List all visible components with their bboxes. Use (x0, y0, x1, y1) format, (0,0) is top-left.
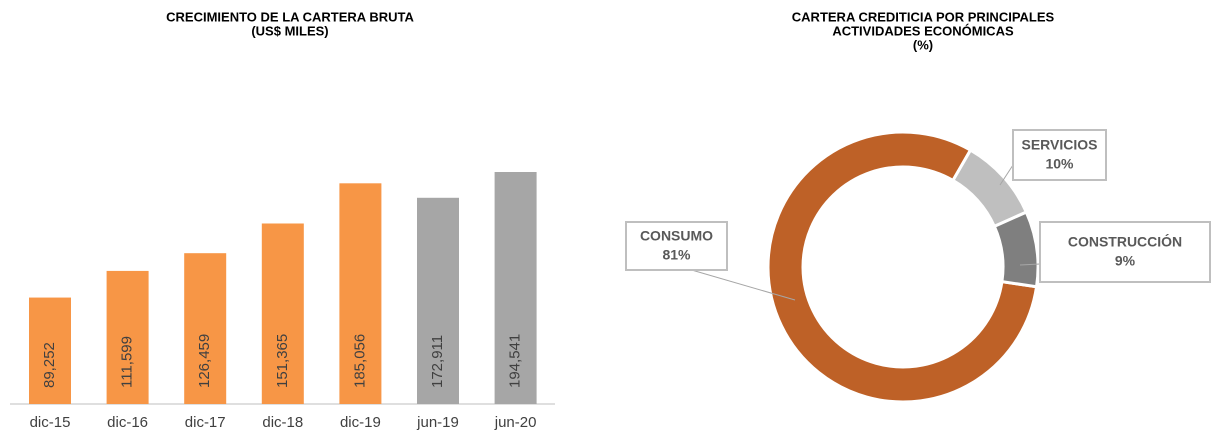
bar (261, 223, 304, 404)
x-tick-label: dic-17 (185, 414, 226, 431)
chart-title: ACTIVIDADES ECONÓMICAS (832, 23, 1014, 38)
chart-title: CARTERA CREDITICIA POR PRINCIPALES (792, 9, 1055, 24)
value-label: 172,911 (429, 335, 446, 388)
donut-slice (992, 210, 1040, 289)
slice-label: SERVICIOS (1022, 137, 1098, 153)
leader-line (999, 164, 1014, 186)
value-label: 89,252 (41, 342, 58, 388)
label-box (1039, 221, 1211, 283)
chart-title: (%) (913, 37, 933, 52)
bar (106, 270, 149, 404)
slice-value: 10% (1045, 156, 1074, 172)
donut-slice (766, 130, 1039, 404)
x-tick-label: dic-19 (340, 414, 381, 431)
slice-value: 9% (1115, 253, 1136, 269)
value-label: 126,459 (196, 334, 213, 388)
value-label: 111,599 (119, 336, 136, 388)
bar (184, 253, 227, 404)
x-tick-label: jun-19 (416, 414, 459, 431)
leader-line (691, 269, 796, 301)
x-tick-label: dic-18 (262, 414, 303, 431)
value-label: 194,541 (507, 334, 524, 388)
x-tick-label: dic-15 (30, 414, 71, 431)
chart-title: (US$ MILES) (251, 23, 328, 38)
bar (29, 297, 71, 404)
slice-value: 81% (662, 247, 691, 263)
value-label: 151,365 (274, 334, 291, 388)
bar (339, 183, 382, 404)
bar (494, 172, 537, 404)
label-box (625, 221, 728, 271)
slice-label: CONSUMO (640, 228, 713, 244)
value-label: 185,056 (351, 334, 368, 388)
leader-line (1019, 263, 1041, 266)
slice-label: CONSTRUCCIÓN (1068, 233, 1182, 250)
x-tick-label: dic-16 (107, 414, 148, 431)
chart-title: CRECIMIENTO DE LA CARTERA BRUTA (166, 9, 414, 24)
x-tick-label: jun-20 (494, 414, 537, 431)
label-box (1012, 129, 1107, 181)
bar (417, 197, 459, 404)
